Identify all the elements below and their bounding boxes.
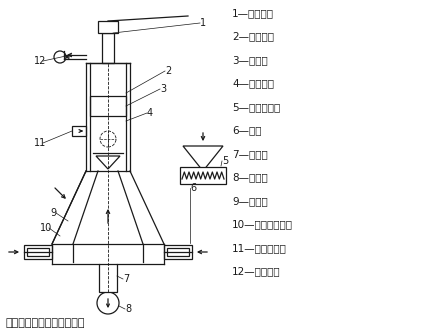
Text: 11—二次风入口: 11—二次风入口: [232, 243, 287, 253]
Text: 4: 4: [147, 108, 153, 118]
Text: 12: 12: [34, 56, 46, 66]
Text: 3—分级室: 3—分级室: [232, 55, 268, 65]
Text: 4—物料入口: 4—物料入口: [232, 78, 274, 88]
Circle shape: [97, 292, 119, 314]
Text: 6: 6: [190, 183, 196, 193]
Circle shape: [100, 131, 116, 147]
Text: 2—分级转子: 2—分级转子: [232, 31, 274, 41]
Bar: [27, 248, 49, 256]
Circle shape: [54, 51, 66, 63]
Text: 11: 11: [34, 138, 46, 148]
Bar: [180, 167, 226, 184]
Polygon shape: [183, 146, 223, 171]
Text: 2: 2: [165, 66, 171, 76]
Text: 5: 5: [222, 156, 228, 166]
Text: 9—上升管: 9—上升管: [232, 196, 268, 206]
Text: 12—产品出口: 12—产品出口: [232, 266, 281, 276]
Text: 8: 8: [125, 304, 131, 314]
Bar: [164, 245, 192, 259]
Polygon shape: [96, 156, 120, 169]
Text: 8—粉碎室: 8—粉碎室: [232, 172, 268, 182]
Text: 7: 7: [123, 274, 129, 284]
Bar: [167, 248, 189, 256]
Bar: [72, 126, 86, 136]
Bar: [90, 96, 126, 116]
Bar: [98, 21, 118, 33]
Text: 7—混合管: 7—混合管: [232, 149, 268, 159]
Text: 5—螺旋加料器: 5—螺旋加料器: [232, 102, 280, 112]
Text: 10: 10: [40, 223, 52, 233]
Text: 6—喷嘴: 6—喷嘴: [232, 125, 262, 135]
Bar: [24, 245, 52, 259]
Text: 1—传动装置: 1—传动装置: [232, 8, 274, 18]
Text: 10—粗颗粒返回管: 10—粗颗粒返回管: [232, 219, 293, 229]
Text: 3: 3: [160, 84, 166, 94]
Text: 9: 9: [50, 208, 56, 218]
Text: 对喷式气流磨的结构示意图: 对喷式气流磨的结构示意图: [5, 318, 85, 328]
Text: 1: 1: [200, 18, 206, 28]
Bar: [99, 264, 117, 292]
Bar: [102, 33, 114, 63]
